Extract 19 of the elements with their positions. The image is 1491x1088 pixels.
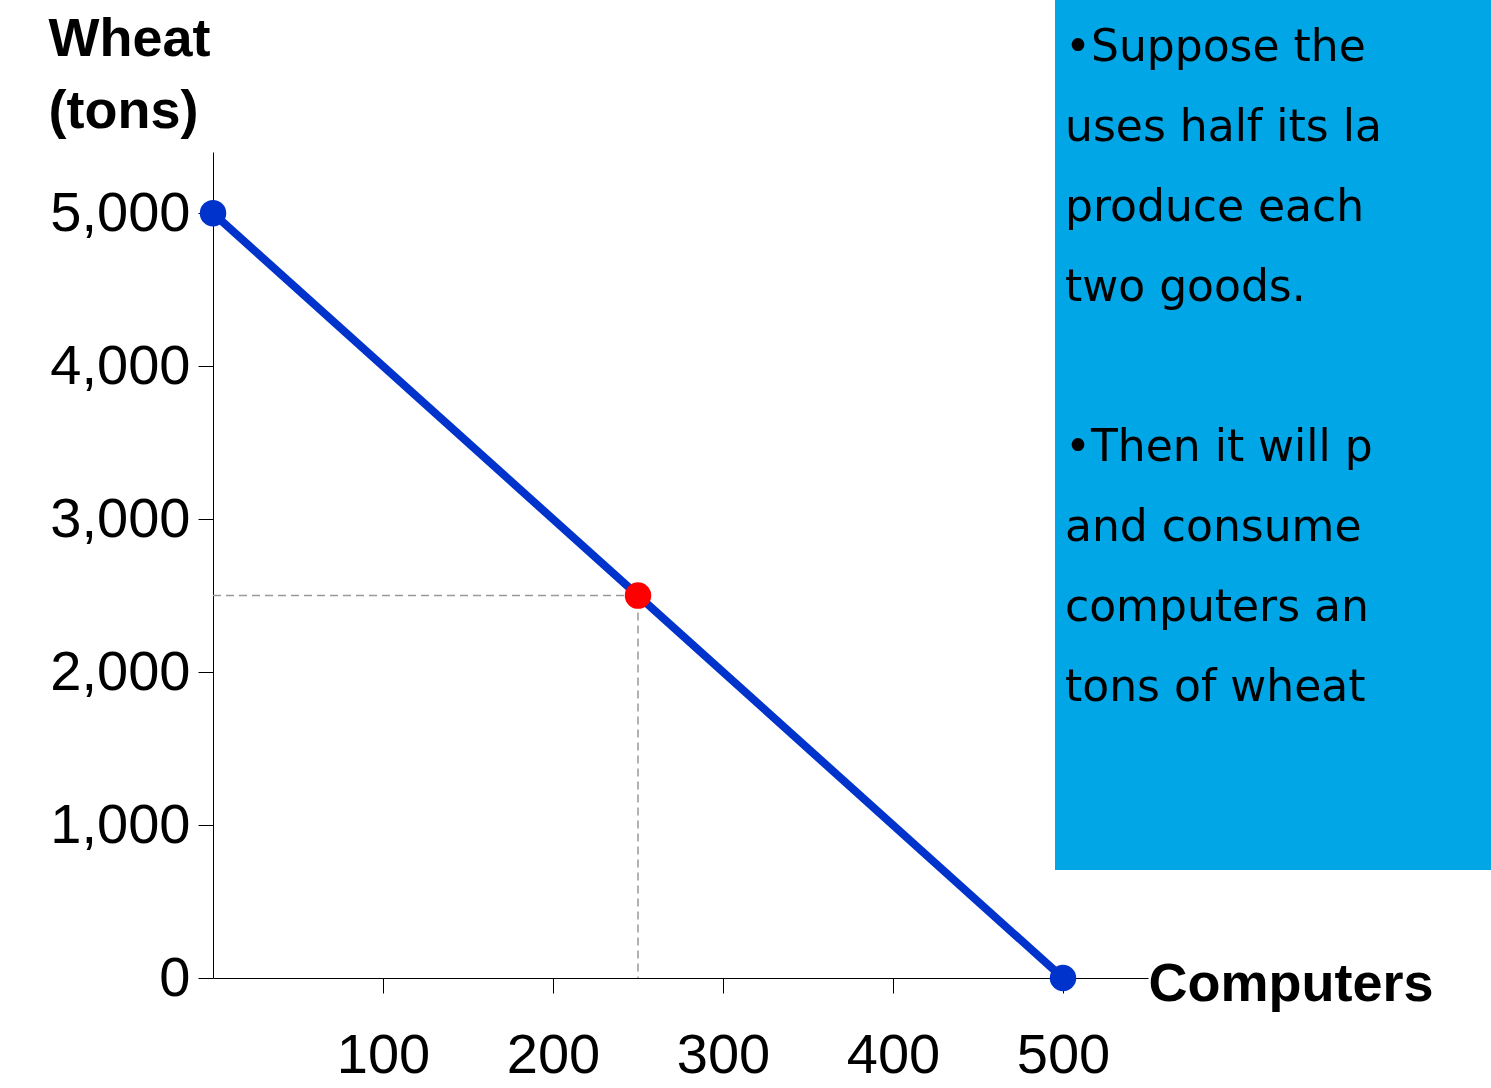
y-tick-label: 2,000 — [50, 638, 191, 702]
x-tick-label: 300 — [676, 1021, 771, 1085]
annotation: •Then it will p and consume computers an tons of wheat — [1065, 419, 1374, 713]
point — [199, 199, 227, 227]
x-tick-label: 100 — [336, 1021, 431, 1085]
y-tick-label: 1,000 — [50, 791, 191, 855]
point — [1049, 964, 1077, 992]
text-box: •Suppose the uses half its la produce each two goods. •Then it will p and consume computers an tons of wheat — [1055, 0, 1491, 870]
y-tick-label: 3,000 — [50, 485, 191, 549]
x-tick-label: 400 — [846, 1021, 941, 1085]
x-tick-label: 500 — [1016, 1021, 1111, 1085]
x-tick-label: 200 — [506, 1021, 601, 1085]
point — [624, 582, 652, 609]
y-axis-title: Wheat (tons) — [48, 6, 211, 139]
y-tick-label: 5,000 — [50, 179, 191, 243]
y-tick-label: 0 — [159, 944, 191, 1008]
x-axis-title: Computers — [1148, 951, 1434, 1012]
y-tick-label: 4,000 — [50, 332, 191, 396]
annotation: •Suppose the uses half its la produce each two goods. — [1065, 19, 1383, 313]
